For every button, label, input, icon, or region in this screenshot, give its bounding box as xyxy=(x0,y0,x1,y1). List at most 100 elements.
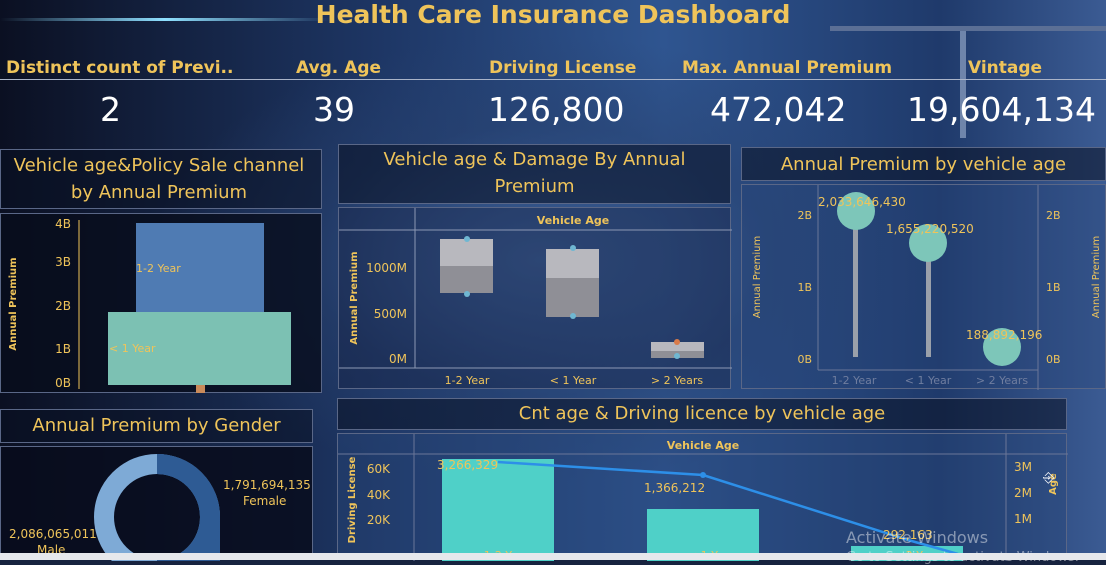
panel2-title-line1: Vehicle age & Damage By Annual xyxy=(383,149,686,170)
panel3-value-label: 2,033,646,430 xyxy=(818,195,906,209)
kpi-label-prev: Distinct count of Previ.. xyxy=(6,58,234,78)
panel5-ytick: 60K xyxy=(367,462,391,476)
panel2-point[interactable] xyxy=(464,291,470,297)
kpi-label-license: Driving License xyxy=(489,58,637,78)
panel2-ytick: 1000M xyxy=(366,261,407,275)
panel2-box-upper[interactable] xyxy=(651,342,704,351)
panel2-box-upper[interactable] xyxy=(440,239,493,266)
panel3-lollipop[interactable] xyxy=(837,192,875,230)
panel2-ytick: 0M xyxy=(389,352,407,366)
panel2-title-line2: Premium xyxy=(494,176,575,197)
panel1-bar-1-2-year[interactable] xyxy=(136,223,264,315)
panel5-ylabel: Driving License xyxy=(347,456,358,543)
dashboard-title: Health Care Insurance Dashboard xyxy=(315,0,791,29)
panel2-header: Vehicle Age xyxy=(537,214,609,227)
panel3-ytick-right: 2B xyxy=(1046,209,1061,222)
panel2-box-lower[interactable] xyxy=(440,266,493,293)
panel3-lollipop[interactable] xyxy=(983,328,1021,366)
kpi-label-age: Avg. Age xyxy=(296,58,382,78)
panel1-title-line1: Vehicle age&Policy Sale channel xyxy=(13,155,305,176)
panel3-ylabel: Annual Premium xyxy=(752,236,763,318)
female-value: 1,791,694,135 xyxy=(223,478,311,492)
decor-streak xyxy=(0,18,330,21)
panel2: Vehicle Age Annual Premium 1000M 500M 0M… xyxy=(338,207,732,389)
panel3-stem xyxy=(853,211,858,357)
male-value: 2,086,065,011 xyxy=(9,527,97,541)
panel5-title-box xyxy=(337,398,1067,430)
panel1-bar-lt1-year[interactable] xyxy=(108,312,291,385)
female-label: Female xyxy=(243,494,286,508)
panel2-chart: Vehicle Age Annual Premium 1000M 500M 0M… xyxy=(339,208,732,387)
panel3-value-label: 1,655,220,520 xyxy=(886,222,974,236)
panel1-bar-label: < 1 Year xyxy=(109,342,156,355)
panel1-title-box xyxy=(0,149,322,209)
panel5-line[interactable] xyxy=(497,460,959,556)
activate-windows-title: Activate Windows xyxy=(846,528,989,547)
panel3-chart: Annual Premium Annual Premium 2B 1B 0B 2… xyxy=(752,185,1102,390)
panel5-value-label: 1,366,212 xyxy=(644,481,705,495)
panel5-header: Vehicle Age xyxy=(667,439,739,452)
kpi-divider xyxy=(0,79,1106,80)
panel3-title-box xyxy=(741,147,1106,181)
panel2-point[interactable] xyxy=(570,245,576,251)
panel1: Annual Premium 4B 3B 2B 1B 0B 1-2 Year <… xyxy=(0,213,322,393)
panel2-point[interactable] xyxy=(464,236,470,242)
donut-female-arc[interactable] xyxy=(156,454,220,565)
kpi-value-vintage: 19,604,134 xyxy=(907,90,1096,129)
panel2-point[interactable] xyxy=(570,313,576,319)
panel2-point[interactable] xyxy=(674,339,680,345)
panel3: Annual Premium Annual Premium 2B 1B 0B 2… xyxy=(741,184,1106,390)
panel3-ytick: 2B xyxy=(797,209,812,222)
panel1-ylabel: Annual Premium xyxy=(8,257,19,350)
panel3-xtick: < 1 Year xyxy=(905,374,952,387)
panel3-xtick: > 2 Years xyxy=(976,374,1028,387)
panel5-bar[interactable] xyxy=(647,509,759,561)
panel1-ytick: 0B xyxy=(55,376,71,390)
kpi-value-premium: 472,042 xyxy=(710,90,847,129)
panel3-ytick-right: 0B xyxy=(1046,353,1061,366)
decor-streak xyxy=(830,26,1106,31)
panel5-bar[interactable] xyxy=(442,459,554,561)
panel2-xtick: < 1 Year xyxy=(550,374,597,387)
bottom-scrollbar[interactable] xyxy=(0,553,1106,560)
panel5-ylabel-right: Age xyxy=(1048,473,1059,495)
panel3-ytick: 0B xyxy=(797,353,812,366)
panel3-ytick-right: 1B xyxy=(1046,281,1061,294)
panel5-ytick-right: 1M xyxy=(1014,512,1032,526)
panel5-ytick-right: 3M xyxy=(1014,460,1032,474)
kpi-label-premium: Max. Annual Premium xyxy=(682,58,893,78)
panel2-xtick: > 2 Years xyxy=(651,374,703,387)
panel1-bar-small[interactable] xyxy=(196,385,205,393)
panel2-ytick: 500M xyxy=(374,307,407,321)
panel5-title: Cnt age & Driving licence by vehicle age xyxy=(518,403,886,424)
panel2-box-lower[interactable] xyxy=(546,278,599,317)
panel4-title: Annual Premium by Gender xyxy=(32,415,281,436)
panel5-value-label: 292,163 xyxy=(883,528,933,542)
panel2-title-box xyxy=(338,144,731,204)
panel2-ylabel: Annual Premium xyxy=(349,251,360,344)
panel5-line-point[interactable] xyxy=(700,472,706,478)
panel1-bar-label: 1-2 Year xyxy=(136,262,181,275)
panel3-value-label: 188,892,196 xyxy=(966,328,1042,342)
panel2-point[interactable] xyxy=(674,353,680,359)
panel3-xtick: 1-2 Year xyxy=(832,374,877,387)
cursor-icon: ⎆ xyxy=(1043,470,1055,486)
panel3-ylabel-right: Annual Premium xyxy=(1091,236,1102,318)
panel1-ytick: 4B xyxy=(55,217,71,231)
panel1-title: Vehicle age&Policy Sale channel by Annua… xyxy=(0,152,318,206)
panel2-xtick: 1-2 Year xyxy=(445,374,490,387)
panel5-value-label: 3,266,329 xyxy=(437,458,498,472)
panel1-title-line2: by Annual Premium xyxy=(70,182,248,203)
panel3-lollipop[interactable] xyxy=(909,224,947,262)
panel3-ytick: 1B xyxy=(797,281,812,294)
panel1-ytick: 2B xyxy=(55,299,71,313)
kpi-label-vintage: Vintage xyxy=(968,58,1043,78)
panel1-ytick: 1B xyxy=(55,342,71,356)
panel5-ytick: 20K xyxy=(367,513,391,527)
kpi-value-license: 126,800 xyxy=(488,90,625,129)
panel4: 1,791,694,135 Female 2,086,065,011 Male xyxy=(0,446,313,565)
panel5-ytick: 40K xyxy=(367,488,391,502)
panel2-box-upper[interactable] xyxy=(546,249,599,278)
panel5-ytick-right: 2M xyxy=(1014,486,1032,500)
panel1-chart: Annual Premium 4B 3B 2B 1B 0B 1-2 Year <… xyxy=(8,217,291,393)
